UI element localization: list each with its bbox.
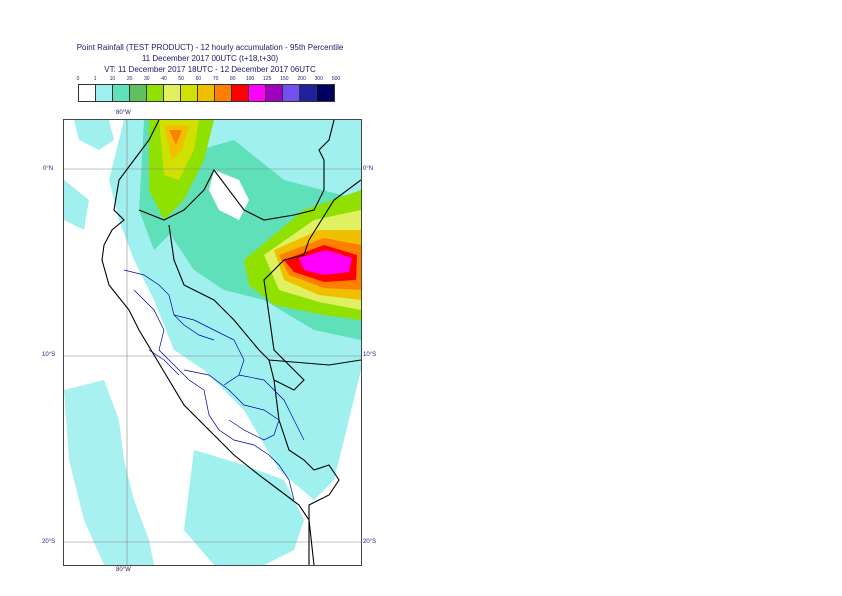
chart-subtitle-validity: VT: 11 December 2017 18UTC - 12 December… [104, 65, 316, 74]
chart-title: Point Rainfall (TEST PRODUCT) - 12 hourl… [76, 43, 344, 52]
rainfall-map[interactable] [63, 119, 362, 566]
regional-borders [123, 269, 305, 501]
legend-threshold: 125 [263, 76, 272, 82]
legend-threshold: 80 [230, 76, 236, 82]
legend-swatch [300, 85, 317, 101]
legend-swatch [249, 85, 266, 101]
legend-threshold: 0 [76, 76, 80, 82]
legend-swatch [113, 85, 130, 101]
legend-threshold: 300 [314, 76, 323, 82]
legend-threshold: 100 [245, 76, 255, 82]
rainfall-field [64, 120, 361, 565]
legend-swatch [317, 85, 334, 101]
legend-swatch [147, 85, 164, 101]
legend-threshold: 50 [178, 76, 184, 82]
legend-threshold: 20 [126, 76, 133, 82]
legend-swatch [181, 85, 198, 101]
lon-label-top: 80°W [116, 110, 131, 116]
legend-swatch [130, 85, 147, 101]
lat-label-right-0: 0°N [363, 166, 374, 172]
legend-swatch [232, 85, 249, 101]
lat-label-left-0: 0°N [43, 166, 54, 172]
legend-threshold: 10 [109, 76, 116, 82]
legend-threshold: 70 [212, 76, 219, 82]
color-legend [78, 84, 335, 102]
lon-label-bottom: 80°W [116, 567, 131, 573]
legend-threshold: 60 [195, 76, 202, 82]
legend-swatch [283, 85, 300, 101]
legend-threshold: 200 [297, 76, 306, 82]
legend-threshold: 1 [93, 76, 97, 82]
chart-subtitle-run: 11 December 2017 00UTC (t+18,t+30) [141, 54, 279, 63]
country-borders [101, 120, 361, 565]
legend-swatch [164, 85, 181, 101]
lat-label-right-10: 10°S [363, 352, 377, 358]
legend-swatch [266, 85, 283, 101]
legend-threshold: 150 [280, 76, 289, 82]
lat-label-left-10: 10°S [42, 352, 56, 358]
legend-threshold: 500 [331, 76, 341, 82]
legend-threshold-labels: 0 1 10 20 30 40 50 60 70 80 100 125 150 200 300 500 [70, 76, 360, 84]
legend-threshold: 30 [144, 76, 150, 82]
lat-label-right-20: 20°S [363, 539, 377, 545]
legend-swatch [96, 85, 113, 101]
map-canvas [64, 120, 361, 565]
legend-threshold: 40 [161, 76, 167, 82]
legend-swatch [198, 85, 215, 101]
legend-swatch [215, 85, 232, 101]
lat-label-left-20: 20°S [42, 539, 56, 545]
legend-swatch [79, 85, 96, 101]
